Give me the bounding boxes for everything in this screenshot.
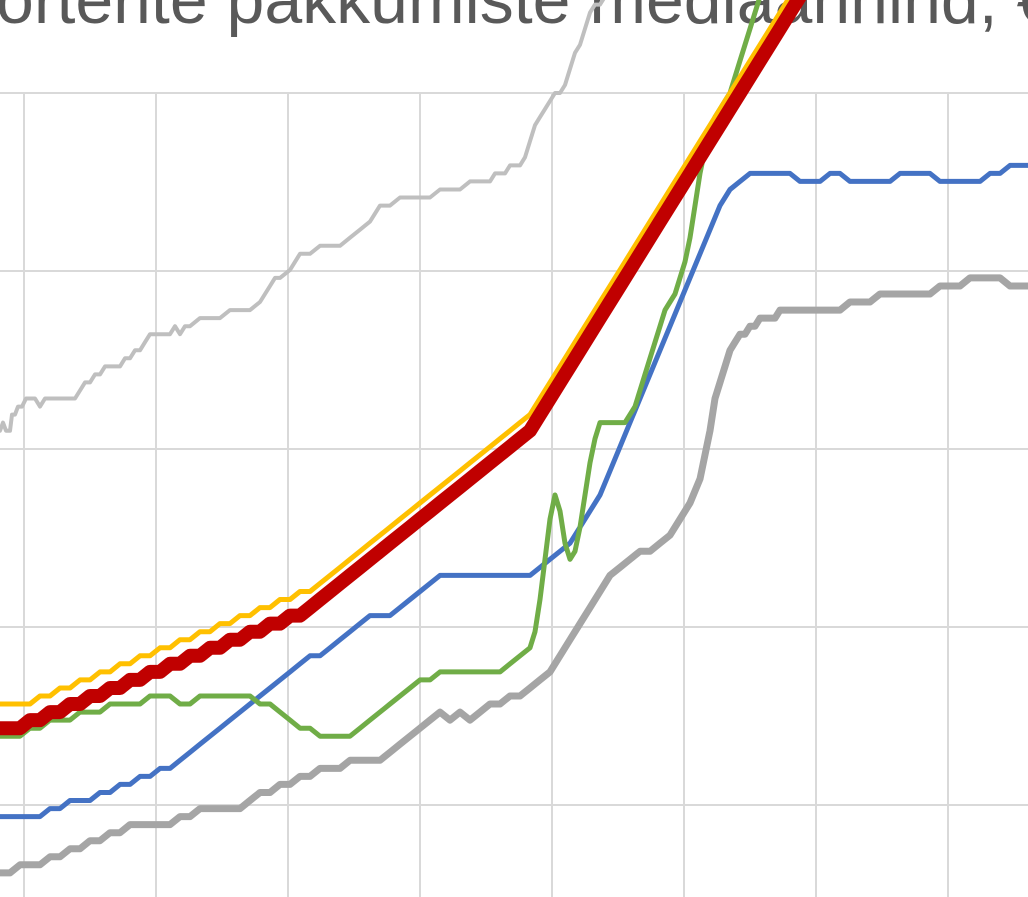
series-line-3 bbox=[0, 162, 1028, 820]
gridlines bbox=[0, 92, 1028, 897]
chart-title: korterite pakkumiste mediaanhind, € bbox=[0, 0, 1028, 38]
series-line-2 bbox=[0, 274, 1028, 877]
series-line-4 bbox=[0, 0, 762, 739]
series-line-5 bbox=[0, 0, 791, 707]
series-line-1 bbox=[0, 0, 606, 433]
series-line-6 bbox=[0, 0, 807, 736]
